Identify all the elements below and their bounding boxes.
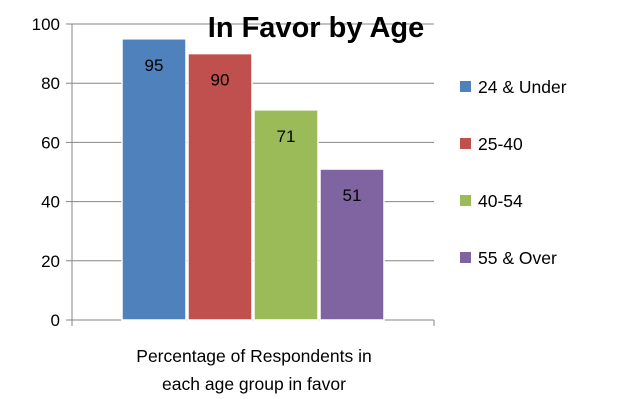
x-axis-label-line-2: each age group in favor	[162, 374, 346, 394]
bars	[121, 38, 385, 321]
data-label: 90	[211, 71, 230, 90]
y-tick-label: 80	[41, 74, 60, 93]
data-label: 71	[277, 127, 296, 146]
data-label: 51	[343, 186, 362, 205]
legend-swatch	[460, 195, 471, 206]
data-label: 95	[145, 56, 164, 75]
bar-40-54	[253, 109, 319, 321]
y-tick-label: 0	[51, 311, 60, 330]
legend-label: 55 & Over	[478, 248, 557, 268]
y-axis-ticks: 0 20 40 60 80 100	[32, 15, 72, 330]
y-tick-label: 60	[41, 133, 60, 152]
bar-55-over	[319, 168, 385, 321]
legend-swatch	[460, 252, 471, 263]
legend-label: 25-40	[478, 134, 523, 154]
legend-swatch	[460, 81, 471, 92]
legend-swatch	[460, 138, 471, 149]
x-axis-label-line-1: Percentage of Respondents in	[136, 346, 371, 366]
legend-label: 40-54	[478, 191, 523, 211]
data-labels: 95 90 71 51	[145, 56, 362, 205]
legend: 24 & Under 25-40 40-54 55 & Over	[460, 77, 567, 268]
chart-title: In Favor by Age	[208, 12, 424, 44]
y-tick-label: 100	[32, 15, 60, 34]
y-tick-label: 40	[41, 193, 60, 212]
legend-label: 24 & Under	[478, 77, 567, 97]
bar-25-40	[187, 52, 253, 321]
y-tick-label: 20	[41, 252, 60, 271]
bar-24-under	[121, 38, 187, 321]
